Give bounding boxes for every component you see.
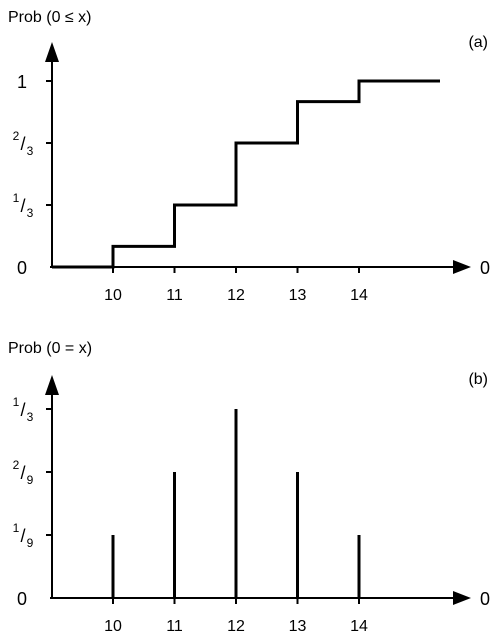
x-tick-label-b-0: 10 bbox=[104, 618, 122, 633]
y-tick-label-a-2-slash: / bbox=[20, 134, 25, 154]
y-tick-label-a-2-numerator: 2 bbox=[13, 129, 20, 143]
y-tick-label-b-1: 1/9 bbox=[13, 521, 34, 550]
x-axis-arrow-b bbox=[453, 591, 471, 605]
y-tick-label-b-2: 2/9 bbox=[13, 458, 34, 487]
y-tick-label-a-1-numerator: 1 bbox=[13, 191, 20, 205]
y-axis-arrow-b bbox=[45, 375, 59, 395]
y-tick-label-a-2-denominator: 3 bbox=[27, 144, 34, 158]
y-tick-label-b-3: 1/3 bbox=[13, 395, 34, 424]
x-tick-label-a-3: 13 bbox=[289, 287, 307, 304]
panel-label-a: (a) bbox=[468, 34, 488, 51]
y-tick-label-b-3-slash: / bbox=[20, 400, 25, 420]
y-tick-label-a-1: 1/3 bbox=[13, 191, 34, 220]
x-tick-label-b-2: 12 bbox=[227, 618, 245, 633]
y-tick-label-b-0: 0 bbox=[17, 589, 27, 609]
y-tick-label-b-2-slash: / bbox=[20, 463, 25, 483]
y-tick-label-a-2: 2/3 bbox=[13, 129, 34, 158]
y-tick-label-a-3: 1 bbox=[17, 72, 27, 92]
x-axis-title-b: 0 bbox=[480, 589, 490, 609]
y-tick-label-a-0: 0 bbox=[17, 258, 27, 278]
y-tick-label-a-1-slash: / bbox=[20, 196, 25, 216]
y-tick-label-b-2-numerator: 2 bbox=[13, 458, 20, 472]
y-tick-label-b-1-slash: / bbox=[20, 526, 25, 546]
y-tick-label-b-3-numerator: 1 bbox=[13, 395, 20, 409]
y-tick-label-b-2-denominator: 9 bbox=[27, 473, 34, 487]
y-axis-title-a: Prob (0 ≤ x) bbox=[8, 9, 91, 26]
y-axis-arrow-a bbox=[45, 42, 59, 62]
x-tick-label-a-4: 14 bbox=[350, 287, 368, 304]
x-tick-label-b-1: 11 bbox=[166, 618, 183, 633]
x-axis-title-a: 0 bbox=[480, 258, 490, 278]
y-tick-label-a-1-denominator: 3 bbox=[27, 206, 34, 220]
x-tick-label-a-0: 10 bbox=[104, 287, 122, 304]
x-tick-label-b-3: 13 bbox=[289, 618, 307, 633]
y-tick-label-b-1-numerator: 1 bbox=[13, 521, 20, 535]
y-tick-label-b-1-denominator: 9 bbox=[27, 536, 34, 550]
y-axis-title-b: Prob (0 = x) bbox=[8, 340, 92, 357]
x-tick-label-b-4: 14 bbox=[350, 618, 368, 633]
x-axis-arrow-a bbox=[453, 260, 471, 274]
x-tick-label-a-1: 11 bbox=[166, 287, 183, 304]
x-tick-label-a-2: 12 bbox=[227, 287, 245, 304]
y-tick-label-b-3-denominator: 3 bbox=[27, 410, 34, 424]
panel-label-b: (b) bbox=[468, 371, 488, 388]
cdf-step-line bbox=[52, 79, 440, 269]
